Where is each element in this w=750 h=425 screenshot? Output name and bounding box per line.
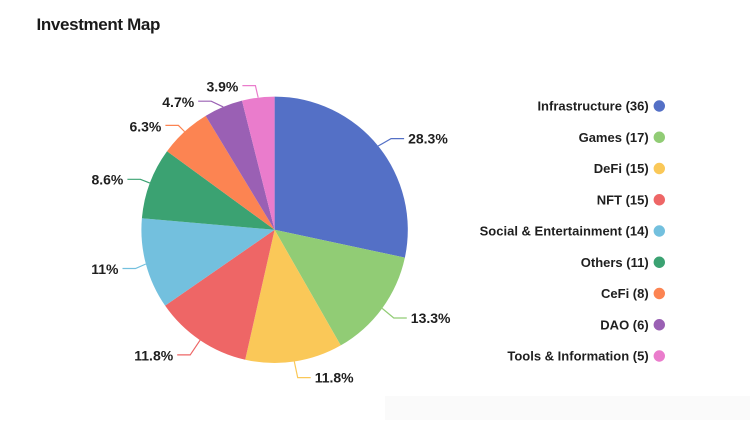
svg-text:Social & Entertainment (14): Social & Entertainment (14) [480, 224, 649, 239]
svg-text:Others (11): Others (11) [581, 255, 649, 270]
svg-text:DeFi (15): DeFi (15) [594, 161, 649, 176]
svg-text:Infrastructure (36): Infrastructure (36) [537, 99, 648, 114]
svg-text:DAO (6): DAO (6) [600, 317, 648, 332]
svg-text:11%: 11% [91, 261, 119, 277]
svg-text:8.6%: 8.6% [91, 172, 123, 188]
svg-text:Tools & Information (5): Tools & Information (5) [507, 349, 648, 364]
svg-text:13.3%: 13.3% [411, 310, 451, 326]
svg-text:3.9%: 3.9% [206, 79, 238, 95]
svg-text:CeFi (8): CeFi (8) [601, 286, 649, 301]
svg-text:11.8%: 11.8% [134, 348, 173, 364]
svg-text:6.3%: 6.3% [129, 118, 161, 134]
svg-text:11.8%: 11.8% [315, 370, 354, 386]
svg-text:Games (17): Games (17) [579, 130, 649, 145]
svg-text:4.7%: 4.7% [162, 94, 194, 110]
svg-text:28.3%: 28.3% [408, 131, 448, 147]
svg-text:NFT (15): NFT (15) [597, 192, 649, 207]
svg-text:Investment Map: Investment Map [37, 15, 161, 34]
